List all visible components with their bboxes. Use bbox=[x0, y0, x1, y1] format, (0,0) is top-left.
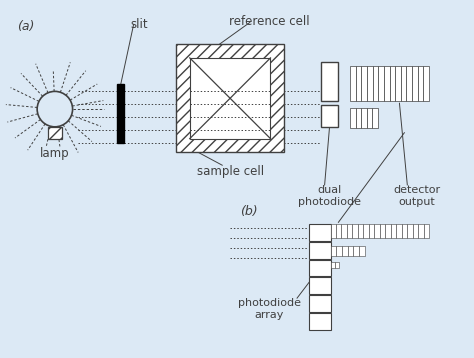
Bar bbox=[352, 224, 358, 238]
Bar bbox=[309, 277, 330, 294]
Bar bbox=[412, 66, 418, 101]
Text: detector
output: detector output bbox=[393, 185, 441, 207]
Bar bbox=[309, 295, 330, 312]
Bar bbox=[423, 224, 429, 238]
Bar bbox=[330, 224, 336, 238]
Text: lamp: lamp bbox=[40, 146, 70, 160]
Bar bbox=[423, 66, 429, 101]
Bar bbox=[356, 66, 362, 101]
Bar bbox=[364, 224, 369, 238]
Bar bbox=[401, 66, 407, 101]
Bar bbox=[373, 66, 378, 101]
Bar bbox=[396, 224, 401, 238]
Text: dual
photodiode: dual photodiode bbox=[298, 185, 361, 207]
Bar bbox=[330, 262, 335, 267]
Bar bbox=[356, 108, 361, 128]
Bar bbox=[395, 66, 401, 101]
Bar bbox=[418, 66, 423, 101]
Text: sample cell: sample cell bbox=[197, 165, 264, 178]
Bar bbox=[401, 224, 407, 238]
Bar bbox=[335, 262, 339, 267]
Bar bbox=[412, 224, 418, 238]
Bar bbox=[336, 246, 342, 256]
Bar bbox=[309, 260, 330, 276]
Bar bbox=[190, 58, 271, 139]
Bar bbox=[378, 66, 384, 101]
Text: (b): (b) bbox=[240, 204, 257, 218]
Bar bbox=[372, 108, 378, 128]
Bar bbox=[350, 66, 356, 101]
Bar bbox=[309, 313, 330, 330]
Bar bbox=[309, 242, 330, 259]
Bar bbox=[390, 66, 395, 101]
Bar bbox=[342, 246, 348, 256]
Bar bbox=[359, 246, 365, 256]
Bar bbox=[341, 224, 347, 238]
Bar bbox=[347, 224, 352, 238]
Bar bbox=[358, 224, 364, 238]
Bar bbox=[380, 224, 385, 238]
Bar bbox=[384, 66, 390, 101]
Text: reference cell: reference cell bbox=[229, 15, 310, 28]
Bar bbox=[117, 83, 124, 142]
Bar bbox=[418, 224, 423, 238]
Bar bbox=[309, 224, 330, 241]
Bar bbox=[367, 66, 373, 101]
Bar bbox=[330, 246, 336, 256]
Bar bbox=[369, 224, 374, 238]
Text: (a): (a) bbox=[18, 20, 35, 34]
Bar bbox=[385, 224, 391, 238]
Bar bbox=[362, 66, 367, 101]
Bar bbox=[321, 105, 338, 127]
Text: slit: slit bbox=[131, 18, 148, 30]
Bar bbox=[336, 224, 341, 238]
Bar bbox=[348, 246, 354, 256]
Bar bbox=[361, 108, 367, 128]
Bar bbox=[350, 108, 356, 128]
Text: photodiode
array: photodiode array bbox=[238, 298, 301, 320]
Bar bbox=[367, 108, 372, 128]
Bar bbox=[176, 44, 284, 153]
Bar bbox=[391, 224, 396, 238]
Bar bbox=[407, 224, 412, 238]
Bar bbox=[407, 66, 412, 101]
Bar bbox=[321, 62, 338, 101]
Bar bbox=[48, 127, 62, 139]
Bar bbox=[374, 224, 380, 238]
Bar bbox=[354, 246, 359, 256]
